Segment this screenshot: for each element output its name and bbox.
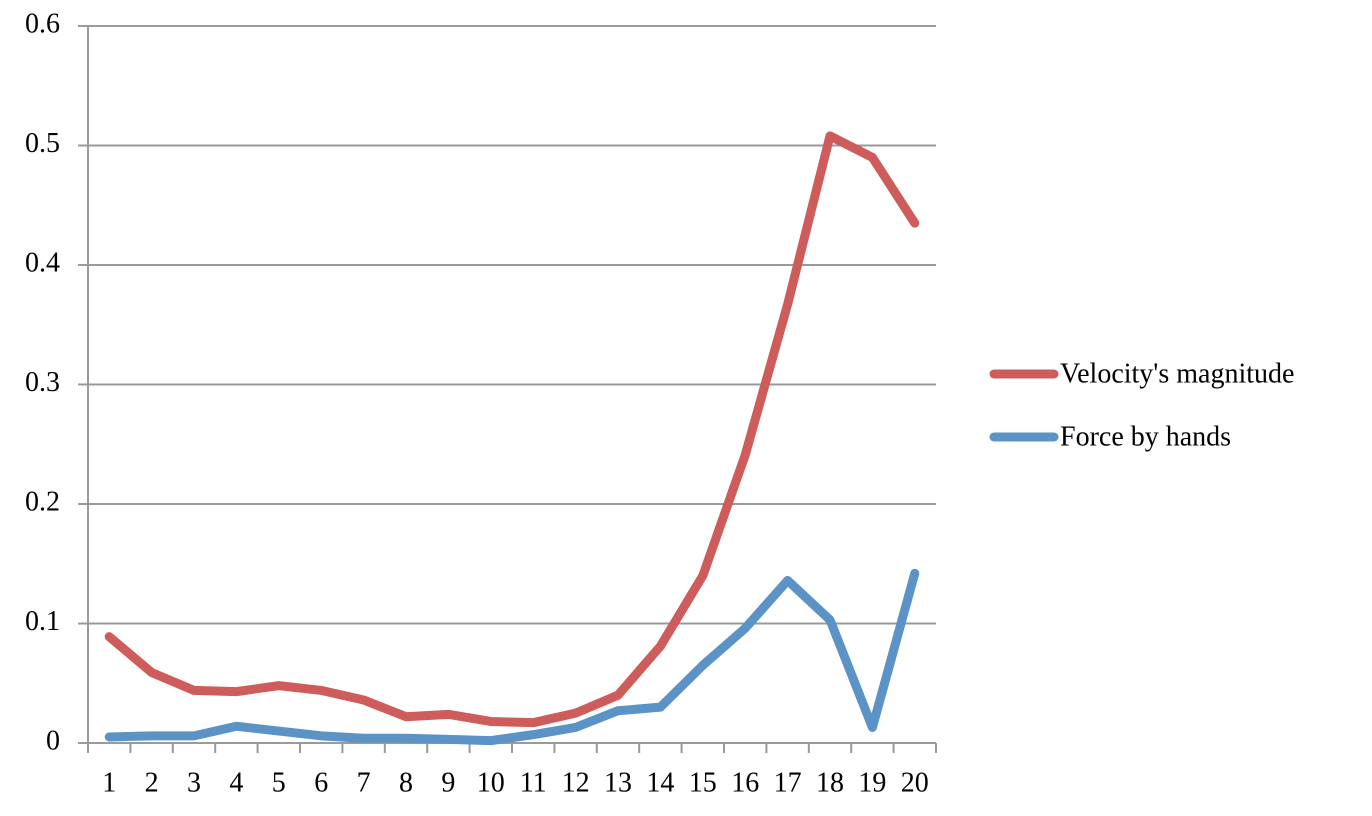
y-tick-label: 0.5 <box>25 128 60 159</box>
y-tick-label: 0.3 <box>25 367 60 398</box>
x-tick-label: 12 <box>562 767 590 798</box>
legend-label: Velocity's magnitude <box>1060 358 1294 389</box>
y-tick-label: 0.2 <box>25 486 60 517</box>
x-tick-label: 8 <box>399 767 413 798</box>
x-tick-label: 6 <box>314 767 328 798</box>
x-tick-label: 20 <box>901 767 929 798</box>
x-tick-label: 13 <box>604 767 632 798</box>
x-tick-label: 10 <box>477 767 505 798</box>
y-tick-label: 0.4 <box>25 247 60 278</box>
y-tick-label: 0 <box>46 725 60 756</box>
x-tick-label: 1 <box>102 767 116 798</box>
x-tick-label: 11 <box>520 767 547 798</box>
x-tick-label: 19 <box>858 767 886 798</box>
x-tick-label: 9 <box>441 767 455 798</box>
legend-label: Force by hands <box>1060 421 1231 452</box>
y-tick-label: 0.1 <box>25 606 60 637</box>
x-tick-label: 14 <box>646 767 674 798</box>
x-tick-label: 16 <box>731 767 759 798</box>
x-tick-label: 5 <box>272 767 286 798</box>
series-line <box>104 568 920 746</box>
y-tick-label: 0.6 <box>25 8 60 39</box>
x-tick-label: 3 <box>187 767 201 798</box>
x-tick-label: 18 <box>816 767 844 798</box>
x-tick-label: 2 <box>145 767 159 798</box>
x-tick-label: 17 <box>774 767 802 798</box>
x-tick-label: 7 <box>357 767 371 798</box>
x-tick-label: 4 <box>229 767 243 798</box>
x-tick-label: 15 <box>689 767 717 798</box>
series-line <box>104 131 920 728</box>
